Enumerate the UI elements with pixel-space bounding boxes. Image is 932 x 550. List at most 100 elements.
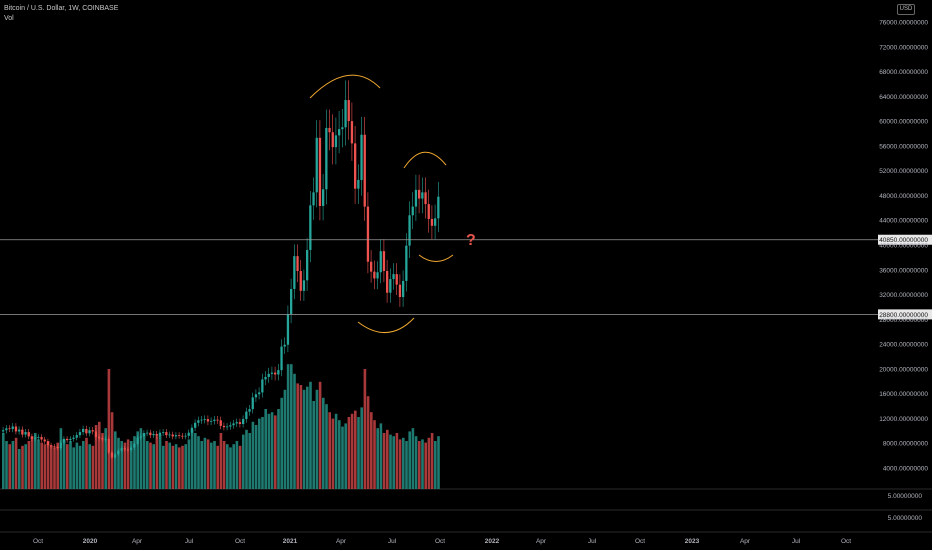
- candle-body: [376, 272, 379, 279]
- candle-body: [142, 433, 146, 437]
- time-tick-label: Apr: [336, 538, 347, 545]
- candle-body: [389, 279, 392, 293]
- candle-body: [197, 420, 200, 423]
- candle-body: [296, 256, 299, 272]
- candle-body: [194, 422, 197, 428]
- volume-bar: [261, 417, 264, 489]
- candle-body: [82, 428, 85, 433]
- time-tick-label: 2021: [283, 538, 298, 545]
- candle-body: [174, 435, 178, 437]
- candle-body: [280, 346, 283, 371]
- volume-bar: [299, 385, 303, 489]
- time-tick-label: Apr: [132, 538, 143, 545]
- volume-bar: [94, 425, 98, 489]
- volume-bar: [270, 412, 274, 489]
- volume-bar: [430, 433, 434, 489]
- candle-body: [360, 134, 363, 180]
- volume-bar: [181, 445, 184, 489]
- candle-body: [206, 419, 210, 422]
- volume-bar: [373, 420, 376, 489]
- price-tick-label: 48000.00000000: [879, 193, 928, 200]
- volume-bar: [318, 381, 322, 489]
- volume-bar: [11, 441, 15, 489]
- volume-bar: [283, 389, 287, 489]
- candle-body: [56, 446, 59, 449]
- candle-body: [37, 437, 40, 438]
- candle-body: [146, 432, 149, 434]
- volume-bar: [379, 423, 383, 489]
- candle-body: [91, 430, 94, 432]
- volume-bar: [194, 433, 197, 489]
- candle-body: [46, 441, 50, 446]
- candle-body: [200, 419, 203, 421]
- volume-bar: [408, 431, 411, 489]
- candle-body: [421, 192, 424, 199]
- candle-body: [229, 425, 232, 427]
- candle-body: [414, 189, 418, 207]
- time-tick-label: 2020: [83, 538, 98, 545]
- candle-body: [238, 422, 242, 425]
- volume-bar: [210, 442, 213, 489]
- volume-bar: [251, 421, 255, 489]
- price-tick-label: 16000.00000000: [879, 391, 928, 398]
- price-level-badge: [878, 234, 932, 245]
- candle-body: [30, 436, 34, 439]
- volume-bar: [312, 401, 315, 489]
- candle-body: [354, 143, 357, 189]
- volume-bar: [149, 442, 152, 489]
- candle-body: [267, 373, 270, 377]
- candle-body: [59, 442, 62, 449]
- candle-body: [2, 430, 5, 432]
- volume-bar: [88, 444, 91, 489]
- volume-bars: [2, 364, 440, 489]
- candle-body: [114, 454, 117, 458]
- horizontal-levels[interactable]: 40850.00000000 28800.00000000: [0, 234, 932, 320]
- candle-body: [50, 445, 53, 447]
- volume-bar: [130, 441, 133, 489]
- price-tick-label: 76000.00000000: [879, 20, 928, 27]
- symbol-title[interactable]: Bitcoin / U.S. Dollar, 1W, COINBASE: [4, 5, 119, 12]
- candle-body: [168, 434, 171, 436]
- candle-body: [78, 432, 82, 436]
- candle-body: [24, 432, 27, 435]
- candle-body: [181, 435, 184, 437]
- volume-bar: [78, 445, 82, 489]
- candle-body: [136, 437, 139, 444]
- time-axis[interactable]: Oct 2020 Apr Jul Oct 2021 Apr Jul Oct 2022 Apr Jul O…: [33, 538, 851, 545]
- volume-bar: [136, 431, 139, 489]
- volume-bar: [414, 436, 418, 489]
- volume-indicator-label[interactable]: Vol: [4, 15, 14, 22]
- volume-bar: [40, 442, 43, 489]
- volume-bar: [286, 364, 290, 489]
- volume-bar: [152, 444, 155, 489]
- time-tick-label: Oct: [33, 538, 43, 545]
- volume-bar: [158, 434, 162, 489]
- volume-bar: [325, 404, 328, 489]
- candle-body: [318, 137, 322, 206]
- volume-bar: [155, 436, 159, 489]
- candle-body: [18, 429, 21, 432]
- candle-body: [178, 435, 181, 436]
- candle-body: [398, 284, 402, 298]
- volume-bar: [171, 445, 175, 489]
- candle-body: [325, 127, 328, 190]
- candle-body: [334, 135, 338, 148]
- candle-body: [264, 376, 267, 380]
- candle-body: [309, 205, 312, 250]
- price-axis[interactable]: 76000.00000000 72000.00000000 68000.000000…: [879, 20, 928, 523]
- candle-body: [21, 429, 24, 435]
- candle-body: [75, 435, 78, 438]
- volume-bar: [43, 444, 47, 489]
- volume-bar: [8, 444, 11, 489]
- volume-bar: [242, 434, 245, 489]
- volume-bar: [91, 445, 95, 489]
- candle-body: [14, 426, 18, 432]
- candle-body: [139, 436, 142, 438]
- volume-bar: [46, 441, 50, 489]
- volume-bar: [59, 428, 63, 489]
- volume-bar: [376, 428, 379, 489]
- volume-bar: [328, 412, 331, 489]
- volume-bar: [366, 396, 370, 489]
- currency-button[interactable]: USD: [897, 4, 915, 15]
